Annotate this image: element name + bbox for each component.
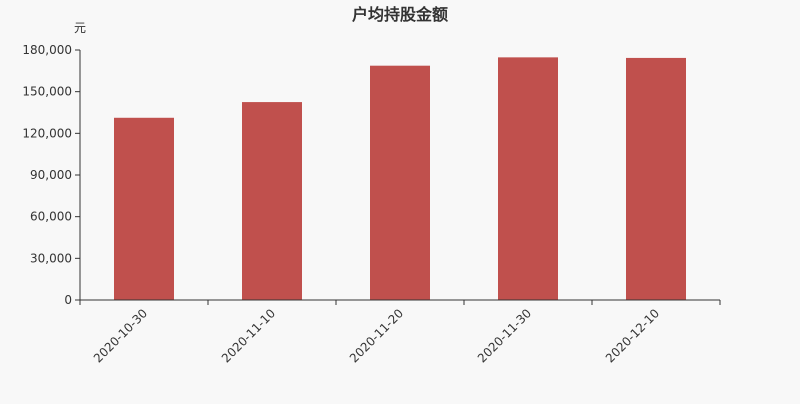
y-tick-label: 90,000: [30, 168, 72, 182]
bar: [242, 102, 302, 300]
bar: [498, 57, 558, 300]
chart-title: 户均持股金额: [352, 5, 448, 24]
y-tick-label: 180,000: [22, 43, 72, 57]
y-tick-label: 30,000: [30, 251, 72, 265]
y-tick-label: 150,000: [22, 85, 72, 99]
x-tick-label: 2020-12-10: [603, 306, 662, 365]
y-axis-unit-label: 元: [74, 21, 86, 35]
y-tick-label: 120,000: [22, 126, 72, 140]
bar: [370, 65, 430, 300]
x-tick-label: 2020-10-30: [91, 306, 150, 365]
x-tick-label: 2020-11-20: [347, 306, 406, 365]
bar: [114, 117, 174, 301]
y-tick-label: 0: [64, 293, 72, 307]
y-tick-label: 60,000: [30, 210, 72, 224]
x-tick-label: 2020-11-30: [475, 306, 534, 365]
x-tick-label: 2020-11-10: [219, 306, 278, 365]
bar: [626, 57, 686, 300]
